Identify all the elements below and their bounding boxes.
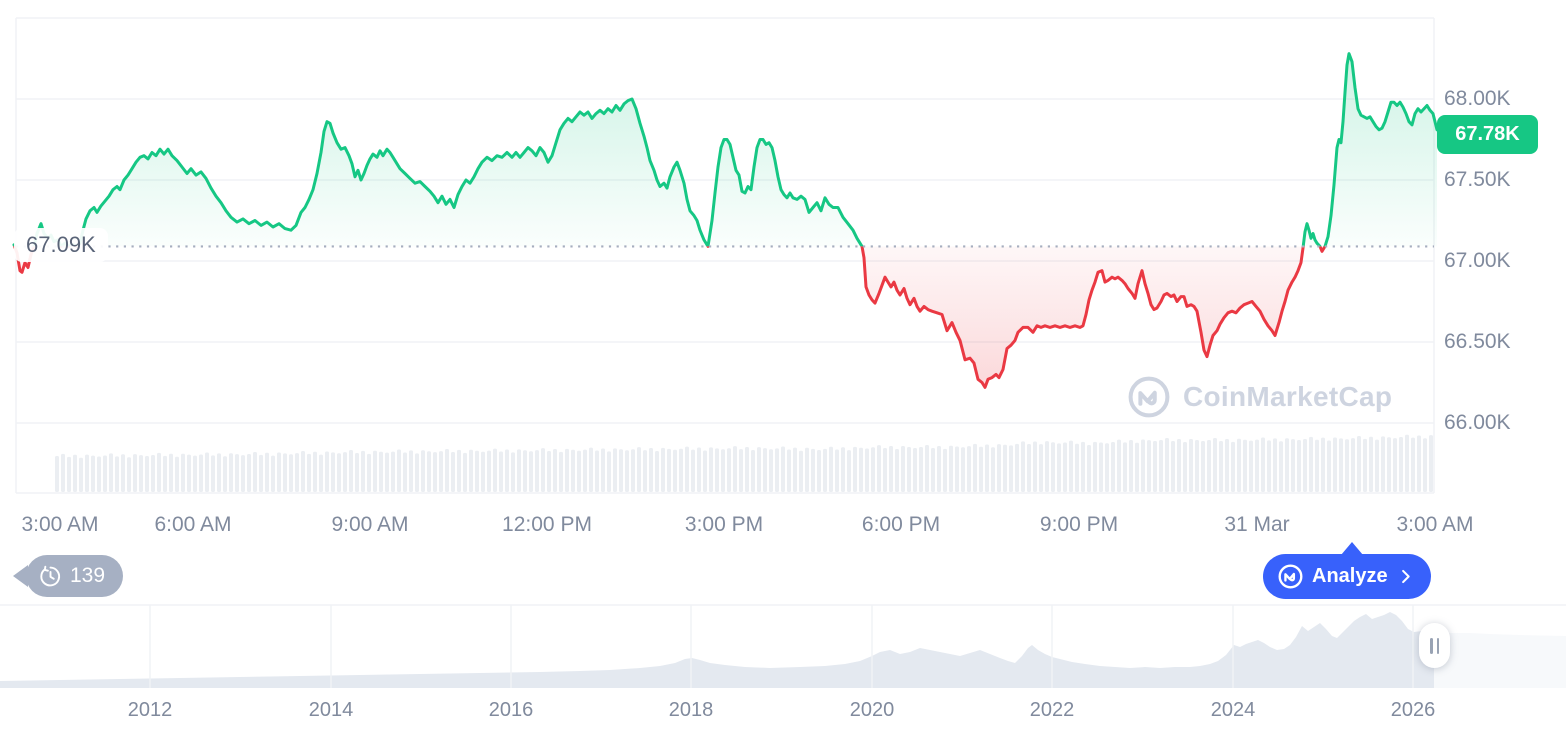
timeline-year-label: 2012 — [127, 699, 173, 721]
x-axis-tick-label: 3:00 PM — [684, 513, 764, 536]
x-axis-tick-label: 3:00 AM — [21, 513, 99, 536]
timeline-year-label: 2016 — [488, 699, 534, 721]
timeline-year-label: 2026 — [1390, 699, 1436, 721]
x-axis-tick-label: 6:00 PM — [861, 513, 941, 536]
y-axis-tick-label: 67.00K — [1444, 249, 1511, 272]
y-axis-tick-label: 66.00K — [1444, 411, 1511, 434]
y-axis-tick-label: 67.50K — [1444, 168, 1511, 191]
analysis-count: 139 — [70, 564, 106, 587]
baseline-price-label: 67.09K — [14, 228, 108, 262]
coinmarketcap-watermark: CoinMarketCap — [1126, 374, 1392, 420]
coinmarketcap-logo-icon — [1277, 563, 1304, 590]
history-clock-icon — [39, 565, 62, 588]
chevron-right-icon — [1396, 567, 1415, 586]
y-axis-tick-label: 68.00K — [1444, 87, 1511, 110]
handle-grip-bar — [1430, 637, 1433, 654]
analysis-count-badge[interactable]: 139 — [26, 555, 124, 597]
x-axis-tick-label: 6:00 AM — [154, 513, 232, 536]
timeline-year-label: 2020 — [849, 699, 895, 721]
handle-grip-bar — [1436, 637, 1439, 654]
x-axis-tick-label: 9:00 PM — [1039, 513, 1119, 536]
watermark-text: CoinMarketCap — [1183, 381, 1393, 412]
current-price-badge: 67.78K — [1437, 115, 1538, 154]
analyze-button-label: Analyze — [1312, 565, 1388, 587]
x-axis-tick-label: 3:00 AM — [1396, 513, 1474, 536]
x-axis-tick-label: 12:00 PM — [502, 513, 592, 536]
y-axis-tick-label: 66.50K — [1444, 330, 1511, 353]
timeline-year-label: 2022 — [1029, 699, 1075, 721]
x-axis-tick-label: 9:00 AM — [331, 513, 409, 536]
analyze-button[interactable]: Analyze — [1263, 542, 1431, 599]
timeline-year-label: 2018 — [668, 699, 714, 721]
timeline-year-label: 2024 — [1210, 699, 1256, 721]
x-axis-tick-label: 31 Mar — [1224, 513, 1290, 536]
coinmarketcap-logo-icon — [1126, 374, 1172, 420]
timeline-year-label: 2014 — [308, 699, 354, 721]
timeline-drag-handle[interactable] — [1419, 623, 1450, 668]
